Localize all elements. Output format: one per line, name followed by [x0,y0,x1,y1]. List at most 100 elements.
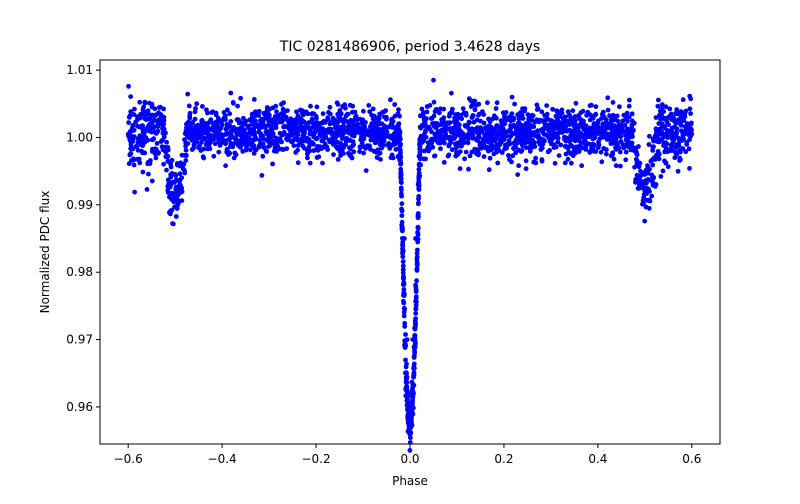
data-point [401,282,407,287]
data-point [593,149,599,154]
data-point [131,162,137,168]
data-point [449,109,455,115]
data-point [346,137,352,143]
data-point [525,112,531,118]
data-point [256,108,262,114]
data-point [398,166,404,172]
data-point [638,172,644,178]
data-point [572,114,578,119]
data-point [614,125,619,131]
data-point [147,100,152,106]
data-point [316,154,322,160]
data-point [314,104,320,110]
data-point [504,142,510,148]
data-point [322,120,328,125]
data-point [186,119,191,125]
data-point [675,135,681,141]
data-point [522,108,527,114]
data-point [488,137,494,143]
data-point [200,154,206,160]
data-point [689,126,694,132]
data-point [650,162,656,168]
data-point [139,148,145,154]
data-point [401,290,407,296]
data-point [400,259,406,264]
data-point [194,101,200,107]
data-point [233,152,239,158]
data-point [513,139,518,145]
data-point [333,144,339,149]
data-point [376,116,382,121]
data-point [685,123,691,129]
data-point [416,163,422,168]
data-point [348,123,354,129]
data-point [577,116,582,121]
data-point [603,117,609,123]
data-point [494,115,499,121]
data-point [618,134,624,140]
data-point [414,278,419,284]
data-point [137,160,143,166]
data-point [251,114,256,119]
data-point [548,131,554,136]
data-point [438,146,443,152]
data-point [413,282,418,288]
data-point [467,153,473,159]
data-point [418,125,424,131]
data-point [415,225,421,231]
data-point [294,109,299,115]
data-point [265,111,271,117]
data-point [609,114,615,119]
data-point [410,337,416,342]
data-point [673,110,679,116]
data-point [674,131,679,137]
data-point [618,163,623,169]
data-point [552,160,558,166]
data-point [484,129,490,135]
data-point [472,107,478,113]
data-point [257,137,263,143]
data-point [258,118,263,123]
chart-title: TIC 0281486906, period 3.4628 days [279,39,540,55]
data-point [402,342,408,348]
data-point [419,106,425,112]
data-point [239,142,245,148]
data-point [126,161,132,167]
data-point [563,127,569,133]
data-point [361,150,366,156]
data-point [466,136,471,142]
data-point [568,136,574,142]
data-point [457,149,463,155]
data-point [410,390,416,396]
data-point [442,136,448,141]
data-point [132,189,138,195]
data-point [400,242,406,248]
data-point [405,389,411,395]
data-point [604,151,609,157]
data-point [312,129,318,135]
data-point [228,131,234,137]
x-axis-ticks: −0.6 −0.4 −0.2 0.0 0.2 0.4 0.6 [114,444,701,466]
data-point [235,117,241,123]
data-point [349,132,355,138]
data-point [506,153,511,158]
data-point [643,185,649,191]
data-point [397,136,403,142]
data-point [359,140,365,146]
data-point [579,163,585,169]
data-point [394,124,400,130]
data-point [399,219,405,225]
data-point [260,141,266,147]
data-point [596,142,602,148]
x-tick-label: −0.2 [301,452,330,466]
data-point [364,128,370,134]
data-point [650,148,656,153]
data-point [415,247,420,253]
data-point [128,94,134,99]
data-point [414,262,420,267]
data-point [573,100,579,106]
data-point [169,157,175,163]
data-point [199,139,204,145]
data-point [569,160,574,166]
data-point [142,137,148,142]
